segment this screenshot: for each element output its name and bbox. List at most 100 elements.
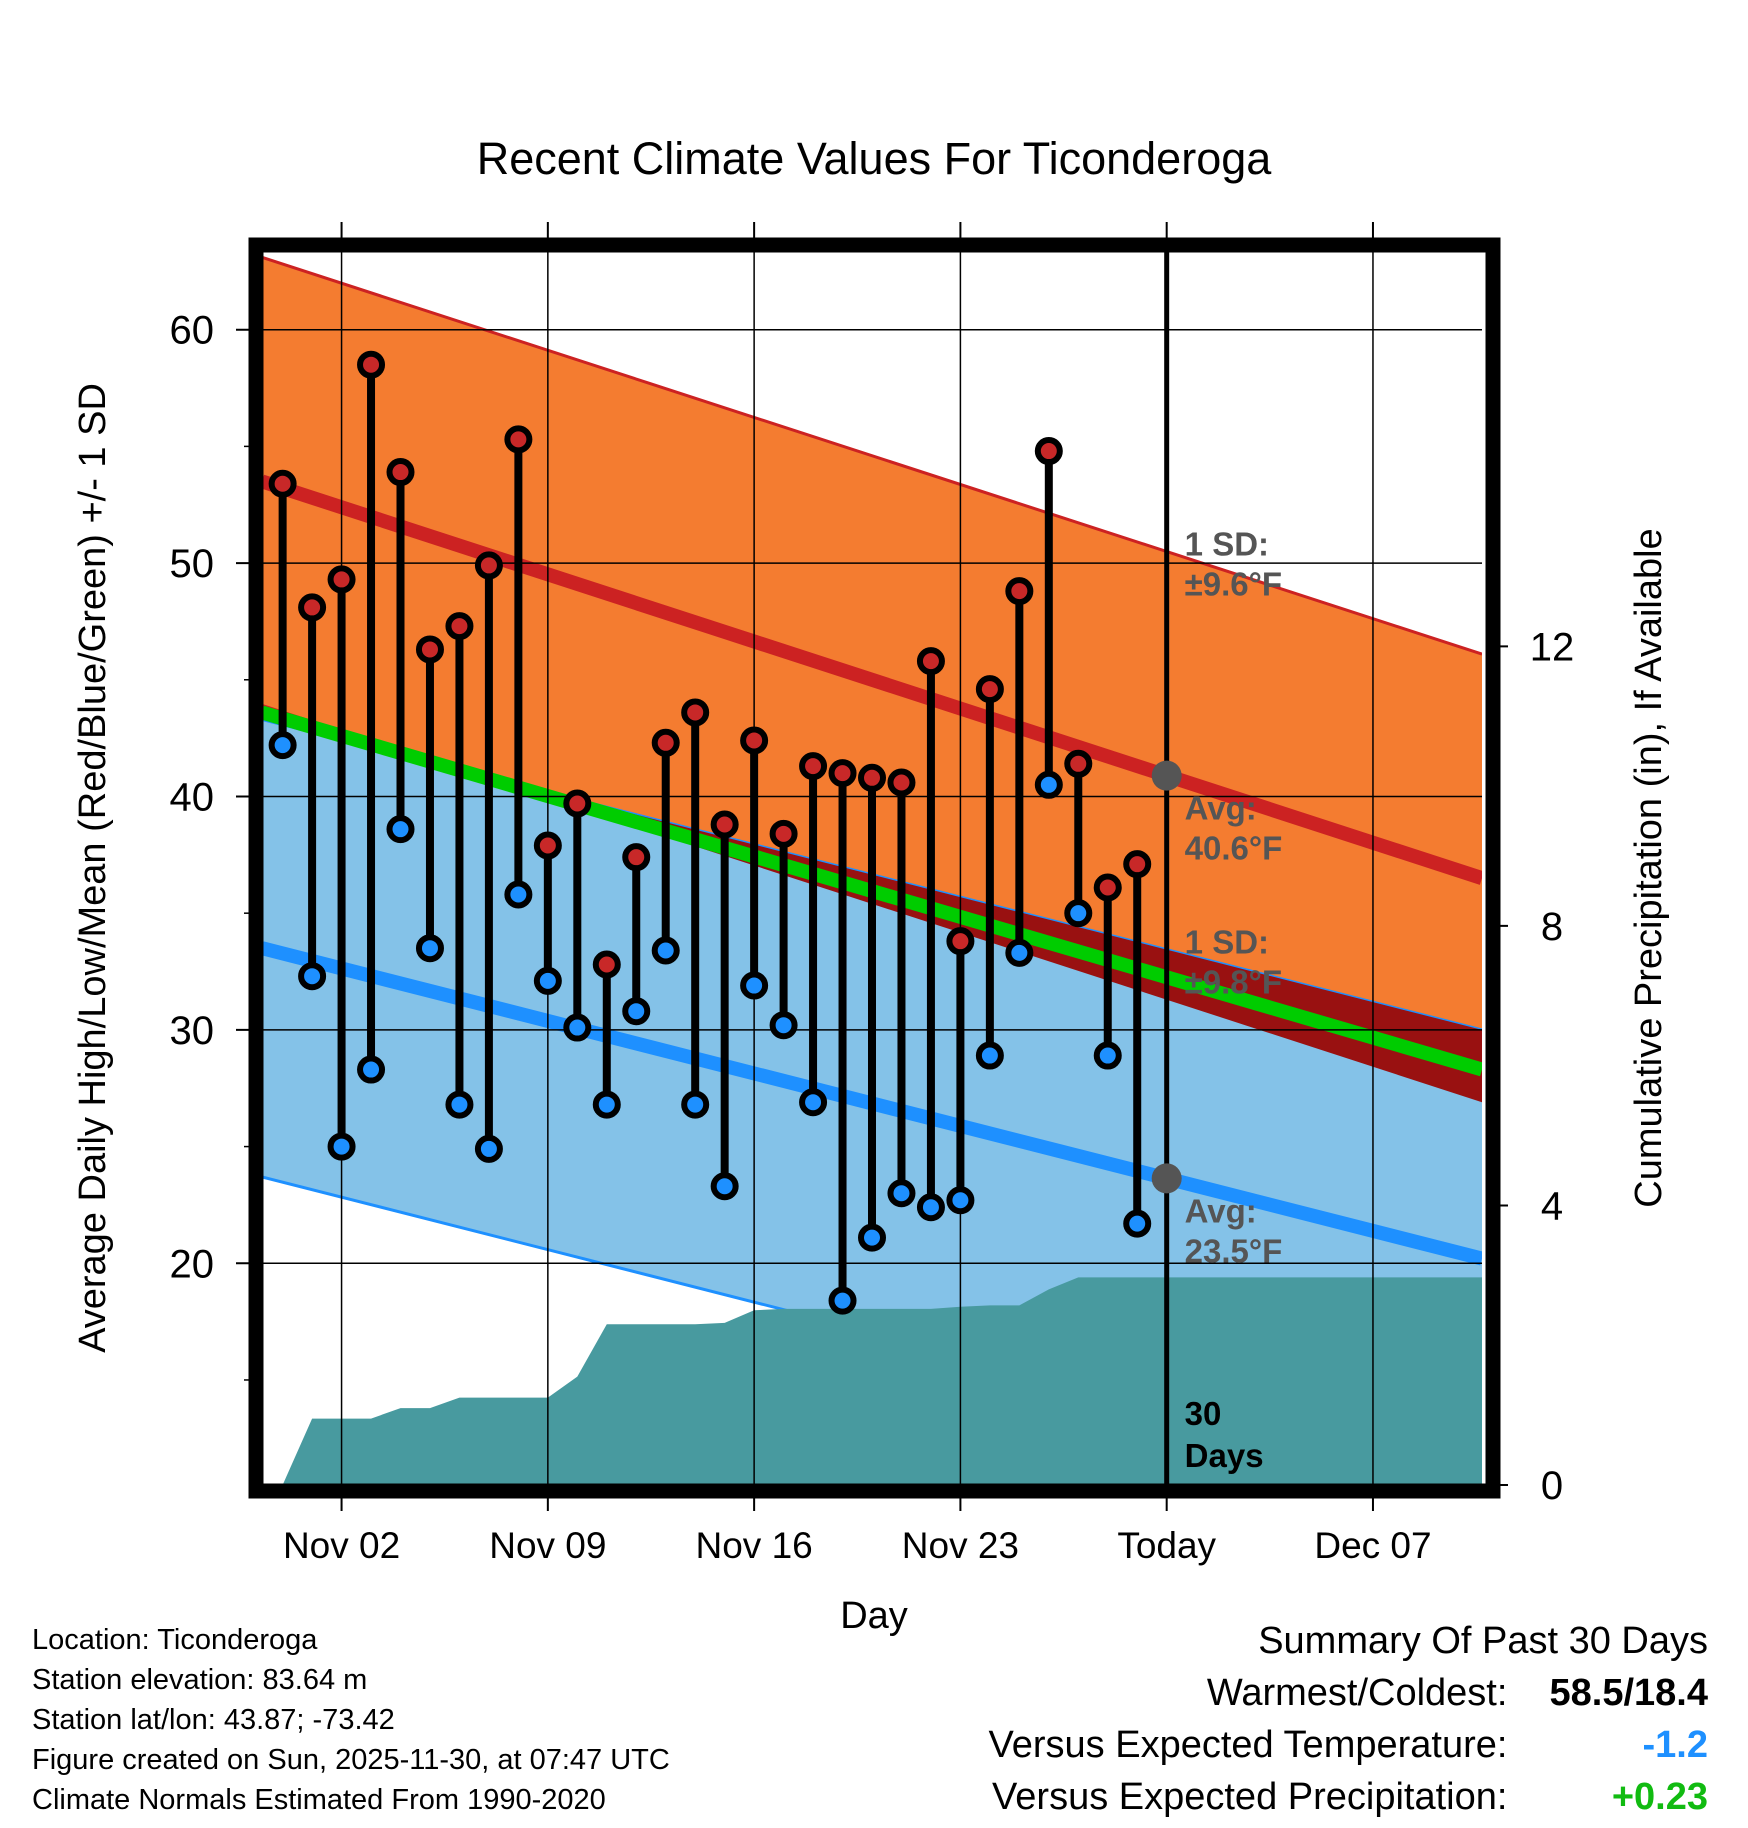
low-point	[327, 1132, 356, 1161]
latlon-text: Station lat/lon: 43.87; -73.42	[32, 1704, 395, 1736]
high-point	[710, 810, 739, 839]
summary-panel: Summary Of Past 30 Days Warmest/Coldest:…	[989, 1615, 1708, 1823]
high-point	[651, 728, 680, 757]
low-point	[415, 934, 444, 963]
high-point	[858, 763, 886, 792]
low-point	[828, 1286, 857, 1315]
high-point	[681, 698, 710, 727]
high-point	[1064, 749, 1093, 778]
high-point	[975, 675, 1004, 704]
today-high-avg-marker	[1151, 760, 1182, 791]
low-point	[916, 1193, 945, 1222]
y2-tick-label: 0	[1541, 1464, 1563, 1508]
precip-area	[282, 1277, 1482, 1485]
sd-overlap-region	[459, 769, 1482, 1103]
low-point	[563, 1013, 592, 1042]
high-avg-value: 40.6°F	[1185, 830, 1283, 867]
low-avg-title: Avg:	[1185, 1192, 1257, 1229]
temp-departure-value: -1.2	[1642, 1724, 1708, 1766]
normals-text: Climate Normals Estimated From 1990-2020	[32, 1784, 606, 1816]
low-point	[622, 997, 651, 1026]
high-point	[298, 593, 327, 622]
low-point	[740, 971, 769, 1000]
low-point	[1064, 899, 1093, 928]
y2-tick-label: 4	[1541, 1184, 1563, 1228]
high-point	[592, 950, 621, 979]
low-point	[769, 1011, 798, 1040]
low-point	[1005, 938, 1034, 967]
location-text: Location: Ticonderoga	[32, 1624, 318, 1656]
high-point	[799, 752, 828, 781]
high-point	[386, 458, 415, 487]
high-avg-title: Avg:	[1185, 790, 1257, 827]
high-avg-line	[262, 474, 1482, 885]
precip-departure-value: +0.23	[1611, 1776, 1708, 1818]
warmest-coldest-value: 58.5/18.4	[1549, 1672, 1708, 1714]
y-axis-label: Average Daily High/Low/Mean (Red/Blue/Gr…	[72, 383, 114, 1353]
temp-departure-label: Versus Expected Temperature:	[988, 1724, 1508, 1766]
x-axis-label: Day	[840, 1595, 908, 1637]
y-tick-label: 50	[170, 542, 215, 586]
high-point	[916, 647, 945, 676]
high-point	[415, 635, 444, 664]
low-point	[946, 1186, 975, 1215]
chart-title: Recent Climate Values For Ticonderoga	[477, 133, 1273, 184]
low-point	[386, 815, 415, 844]
low-point	[474, 1134, 503, 1163]
low-point	[710, 1172, 739, 1201]
high-point	[268, 469, 297, 498]
low-point	[533, 966, 562, 995]
x-tick-label: Nov 02	[283, 1525, 400, 1566]
period-label-line2: Days	[1185, 1437, 1264, 1474]
low-point	[298, 962, 327, 991]
low-avg-value: 23.5°F	[1185, 1232, 1283, 1269]
low-point	[445, 1090, 474, 1119]
x-tick-label: Dec 07	[1314, 1525, 1431, 1566]
high-sd-value: ±9.6°F	[1185, 566, 1282, 603]
low-point	[681, 1090, 710, 1119]
y2-axis-label: Cumulative Precipitation (in), If Availa…	[1628, 528, 1670, 1207]
high-point	[357, 350, 386, 379]
low-point	[887, 1179, 916, 1208]
high-point	[740, 726, 769, 755]
high-point	[946, 927, 975, 956]
x-tick-label: Nov 23	[902, 1525, 1019, 1566]
high-point	[1123, 850, 1152, 879]
y-tick-label: 20	[170, 1242, 215, 1286]
high-point	[563, 789, 592, 818]
summary-title: Summary Of Past 30 Days	[1258, 1620, 1708, 1662]
x-tick-label: Nov 09	[489, 1525, 606, 1566]
y2-tick-label: 8	[1541, 905, 1563, 949]
low-sd-title: 1 SD:	[1185, 924, 1269, 961]
warmest-coldest-label: Warmest/Coldest:	[1206, 1672, 1508, 1714]
y-tick-label: 60	[170, 309, 215, 353]
low-point	[504, 880, 533, 909]
created-text: Figure created on Sun, 2025-11-30, at 07…	[32, 1744, 670, 1776]
low-point	[858, 1223, 886, 1252]
high-point	[769, 819, 798, 848]
high-point	[887, 768, 916, 797]
station-info: Location: Ticonderoga Station elevation:…	[32, 1620, 670, 1820]
low-sd-value: ±9.8°F	[1185, 964, 1282, 1001]
low-point	[1123, 1209, 1152, 1238]
today-low-avg-marker	[1151, 1163, 1182, 1194]
precip-departure-row: Versus Expected Precipitation: +0.23	[989, 1771, 1708, 1823]
y2-tick-label: 12	[1530, 625, 1575, 669]
temp-departure-row: Versus Expected Temperature: -1.2	[989, 1719, 1708, 1771]
high-point	[1034, 437, 1063, 466]
high-point	[474, 551, 503, 580]
low-point	[799, 1088, 828, 1117]
elevation-text: Station elevation: 83.64 m	[32, 1664, 368, 1696]
y-tick-label: 40	[170, 775, 215, 819]
high-point	[445, 612, 474, 641]
x-tick-label: Nov 16	[696, 1525, 813, 1566]
period-label-line1: 30	[1185, 1395, 1222, 1432]
warmest-coldest-row: Warmest/Coldest: 58.5/18.4	[989, 1667, 1708, 1719]
low-point	[975, 1041, 1004, 1070]
high-sd-title: 1 SD:	[1185, 526, 1269, 563]
y-tick-label: 30	[170, 1009, 215, 1053]
high-sd-band-upper-edge	[262, 255, 1482, 656]
high-point	[622, 843, 651, 872]
low-point	[357, 1055, 386, 1084]
